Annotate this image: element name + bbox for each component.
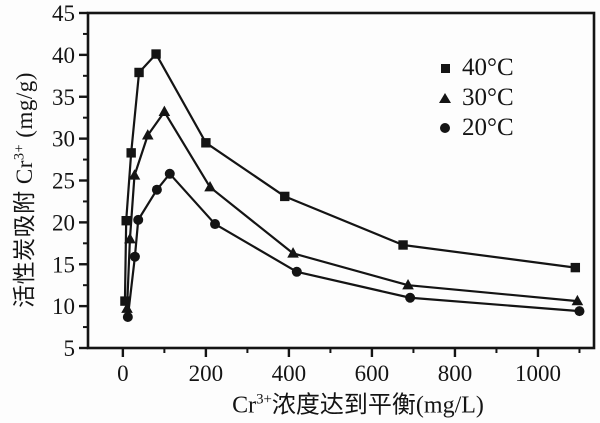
data-point-triangle [204, 181, 216, 192]
y-axis-label-unit: (mg/g) [12, 72, 37, 144]
data-point-square [570, 262, 581, 273]
data-point-square [280, 191, 290, 202]
y-tick-label: 40 [52, 43, 75, 68]
data-point-circle [122, 312, 133, 323]
data-point-circle [574, 306, 585, 317]
x-tick-label: 600 [355, 361, 390, 386]
data-point-triangle [287, 247, 299, 258]
x-tick-label: 1000 [515, 361, 561, 386]
data-point-circle [164, 168, 175, 179]
data-point-triangle [128, 169, 141, 180]
x-tick-label: 800 [438, 361, 473, 386]
y-axis-label-superscript: 3+ [11, 143, 28, 161]
legend: 40°C 30°C 20°C [437, 53, 514, 143]
plot-frame [86, 11, 596, 350]
data-point-circle [133, 214, 144, 225]
triangle-marker-icon [439, 93, 451, 103]
data-point-circle [210, 219, 221, 230]
legend-label-40c: 40°C [462, 54, 514, 81]
x-axis-label-text: Cr [232, 392, 257, 419]
data-point-square [120, 296, 130, 306]
legend-item-20c: 20°C [437, 113, 514, 143]
legend-item-30c: 30°C [437, 83, 514, 113]
data-point-square [134, 67, 144, 78]
data-point-triangle [402, 278, 414, 290]
y-tick-label: 30 [52, 127, 75, 152]
y-axis-label-text: 活性炭吸附 Cr [12, 160, 37, 308]
data-point-square [151, 49, 161, 59]
x-axis-label: Cr3+浓度达到平衡(mg/L) [232, 385, 484, 420]
y-tick-label: 35 [52, 85, 75, 110]
data-point-triangle [158, 105, 171, 117]
data-point-square [201, 138, 211, 148]
data-point-triangle [141, 129, 154, 140]
y-tick-label: 45 [52, 1, 75, 26]
circle-marker-icon [440, 123, 450, 133]
legend-label-20c: 20°C [462, 114, 514, 141]
data-point-square [121, 216, 131, 226]
x-axis-label-unit: 浓度达到平衡(mg/L) [271, 392, 484, 419]
y-tick-label: 15 [52, 252, 75, 277]
data-point-square [126, 148, 136, 158]
y-axis-label: 活性炭吸附 Cr3+ (mg/g) [5, 72, 39, 308]
y-tick-label: 10 [52, 294, 75, 319]
data-point-triangle [121, 302, 133, 313]
x-tick-label: 400 [272, 361, 307, 386]
y-tick-label: 5 [64, 336, 76, 361]
data-point-triangle [124, 232, 136, 244]
x-tick-label: 200 [189, 361, 224, 386]
data-point-circle [291, 266, 302, 277]
x-axis-label-superscript: 3+ [256, 391, 272, 408]
data-point-circle [129, 251, 140, 262]
y-tick-label: 20 [52, 210, 75, 235]
square-marker-icon [440, 63, 450, 73]
x-tick-label: 0 [117, 361, 129, 386]
data-point-square [398, 240, 408, 250]
legend-item-40c: 40°C [437, 53, 514, 83]
data-point-circle [151, 184, 162, 195]
legend-label-30c: 30°C [462, 84, 514, 111]
data-point-triangle [571, 294, 584, 306]
data-point-circle [405, 292, 416, 303]
y-tick-label: 25 [52, 169, 75, 194]
